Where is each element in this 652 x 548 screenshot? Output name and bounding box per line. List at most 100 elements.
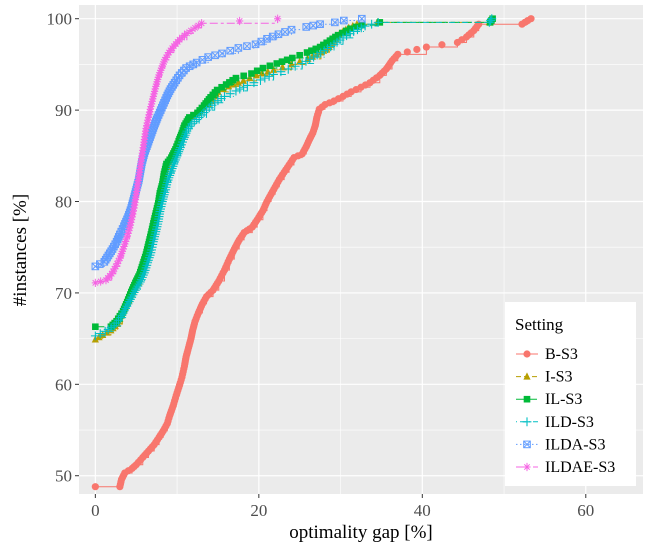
data-point [347,25,354,33]
data-point [438,41,446,49]
data-point [276,67,286,77]
data-point [296,51,303,59]
data-point [174,147,184,157]
legend-label: I-S3 [545,369,573,386]
data-point [305,54,315,64]
data-point [248,70,255,77]
data-point [119,306,129,316]
legend-label: ILD-S3 [545,414,594,431]
data-point [358,14,366,23]
legend-marker [523,462,531,472]
x-tick-label: 40 [414,501,431,520]
data-point [181,128,191,138]
legend-item-ILDAE-S3: ILDAE-S3 [516,459,615,476]
data-point [161,55,169,64]
data-point [159,190,169,200]
data-point [527,15,535,23]
data-point [119,244,127,254]
data-point [338,29,346,37]
y-axis-title: #instances [%] [10,194,31,306]
data-point [123,299,133,309]
data-point [155,70,163,80]
data-point [112,262,120,271]
data-point [138,270,148,280]
data-point [144,116,152,125]
data-point [334,31,342,39]
data-point [273,60,281,67]
data-point [172,151,182,161]
data-point [162,177,172,187]
data-point [110,264,119,273]
data-point [283,56,291,64]
legend-marker [523,440,531,449]
data-point [486,16,495,25]
data-point [345,29,355,39]
data-point [95,329,105,338]
data-point [122,301,132,311]
data-point [143,118,151,128]
legend-item-ILDA-S3: ILDA-S3 [516,436,605,453]
data-point [316,20,324,28]
x-axis-title: optimality gap [%] [289,522,433,543]
data-point [175,145,184,155]
data-point [109,267,117,276]
data-point [239,82,248,92]
major-gridlines [79,5,643,494]
data-point [149,94,157,104]
data-point [312,50,322,60]
data-point [338,33,348,43]
data-point [225,89,235,99]
data-point [413,45,421,54]
data-point [167,164,177,174]
data-point [117,310,127,320]
data-point [169,159,179,169]
data-point [287,25,296,34]
data-point [246,73,254,82]
data-point [144,113,153,122]
data-point [159,192,168,202]
data-point [151,87,159,96]
data-point [269,70,278,79]
data-point [249,78,259,88]
data-point [147,102,155,111]
data-point [157,63,166,73]
data-point [278,58,286,65]
data-point [303,49,311,56]
data-point [353,25,362,35]
data-point [92,323,99,331]
data-point [127,218,135,227]
legend-label: ILDAE-S3 [545,459,615,476]
data-point [163,50,172,60]
data-point [146,105,154,114]
data-point [226,46,235,55]
data-point [198,19,206,28]
data-point [258,69,266,77]
data-point [95,333,103,341]
data-point [260,73,270,83]
x-tick-label: 60 [577,501,594,520]
data-point [126,221,134,230]
data-point [123,232,131,241]
data-point [150,89,158,98]
data-point [171,153,181,163]
data-point [266,62,274,70]
data-point [116,254,124,263]
data-point [180,130,190,140]
data-point [116,313,126,322]
data-point [340,16,348,25]
data-point [148,97,156,106]
data-point [134,279,144,289]
data-point [234,44,243,52]
data-point [152,82,160,91]
data-point [122,234,131,244]
data-point [180,132,189,142]
data-point [331,18,339,27]
data-point [143,121,151,130]
data-point [243,42,251,50]
data-point [218,49,226,58]
data-point [360,21,370,31]
legend-item-ILD-S3: ILD-S3 [516,414,594,431]
data-point [234,78,242,86]
data-point [127,215,136,224]
axis-ticks [75,18,587,498]
